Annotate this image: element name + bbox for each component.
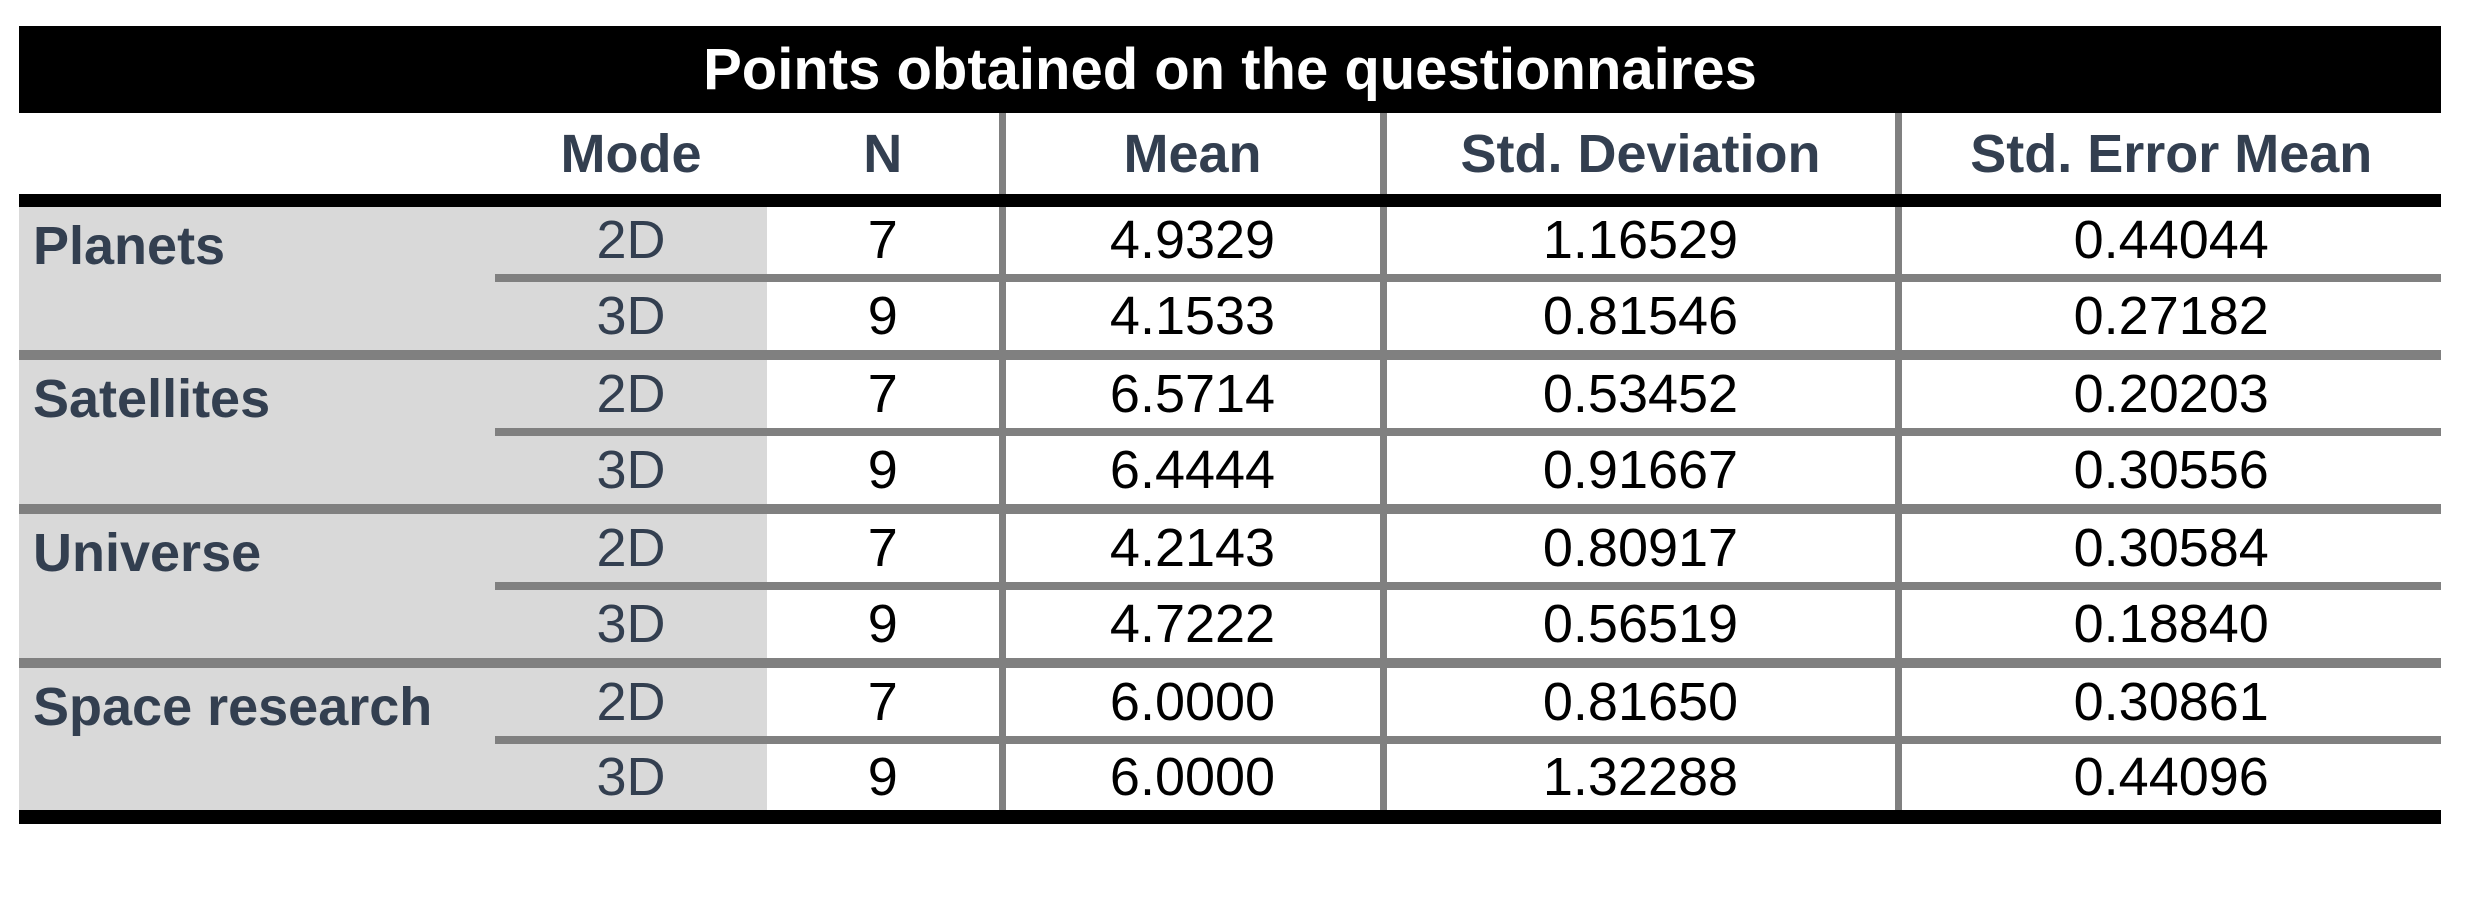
cell-mode: 2D bbox=[495, 200, 767, 282]
table-header-row: Mode N Mean Std. Deviation Std. Error Me… bbox=[19, 113, 2441, 207]
row-label-satellites: Satellites bbox=[19, 354, 495, 514]
table-row-satellites-2d: Satellites 2D 7 6.5714 0.53452 0.20203 bbox=[19, 354, 2441, 514]
cell-mode: 3D bbox=[495, 739, 767, 824]
table-title-row: Points obtained on the questionnaires bbox=[19, 26, 2441, 113]
table-row-planets-2d: Planets 2D 7 4.9329 1.16529 0.44044 bbox=[19, 200, 2441, 360]
col-header-std-error-mean: Std. Error Mean bbox=[1894, 113, 2441, 207]
cell-std-error-mean: 0.30861 bbox=[1894, 662, 2441, 744]
cell-mean: 6.0000 bbox=[998, 662, 1383, 744]
cell-mode: 2D bbox=[495, 354, 767, 436]
cell-mode: 3D bbox=[495, 431, 767, 514]
table-title: Points obtained on the questionnaires bbox=[19, 26, 2441, 113]
table-row-universe-3d: 3D 9 4.7222 0.56519 0.18840 bbox=[19, 585, 2441, 668]
cell-mean: 6.5714 bbox=[998, 354, 1383, 436]
cell-std-error-mean: 0.20203 bbox=[1894, 354, 2441, 436]
cell-mode: 2D bbox=[495, 662, 767, 744]
cell-mean: 4.9329 bbox=[998, 200, 1383, 282]
cell-n: 7 bbox=[767, 354, 1002, 436]
col-header-n: N bbox=[767, 113, 1002, 207]
cell-mean: 4.7222 bbox=[998, 585, 1383, 668]
cell-n: 7 bbox=[767, 508, 1002, 590]
row-label-universe: Universe bbox=[19, 508, 495, 668]
cell-mode: 3D bbox=[495, 585, 767, 668]
cell-std-deviation: 1.16529 bbox=[1379, 200, 1898, 282]
cell-n: 9 bbox=[767, 585, 1002, 668]
cell-std-deviation: 0.53452 bbox=[1379, 354, 1898, 436]
cell-mode: 2D bbox=[495, 508, 767, 590]
col-header-std-deviation: Std. Deviation bbox=[1379, 113, 1898, 207]
table-row-space-research-2d: Space research 2D 7 6.0000 0.81650 0.308… bbox=[19, 662, 2441, 824]
cell-n: 9 bbox=[767, 277, 1002, 360]
table-row-universe-2d: Universe 2D 7 4.2143 0.80917 0.30584 bbox=[19, 508, 2441, 668]
table-row-satellites-3d: 3D 9 6.4444 0.91667 0.30556 bbox=[19, 431, 2441, 514]
cell-mean: 4.2143 bbox=[998, 508, 1383, 590]
col-header-mode: Mode bbox=[495, 113, 767, 207]
cell-std-error-mean: 0.30584 bbox=[1894, 508, 2441, 590]
cell-mode: 3D bbox=[495, 277, 767, 360]
cell-std-error-mean: 0.30556 bbox=[1894, 431, 2441, 514]
table-row-space-research-3d: 3D 9 6.0000 1.32288 0.44096 bbox=[19, 739, 2441, 824]
cell-std-deviation: 0.80917 bbox=[1379, 508, 1898, 590]
cell-std-error-mean: 0.18840 bbox=[1894, 585, 2441, 668]
cell-n: 7 bbox=[767, 200, 1002, 282]
group-statistics-table: Points obtained on the questionnaires Mo… bbox=[19, 26, 2441, 824]
cell-std-deviation: 0.91667 bbox=[1379, 431, 1898, 514]
cell-std-deviation: 0.56519 bbox=[1379, 585, 1898, 668]
cell-std-deviation: 1.32288 bbox=[1379, 739, 1898, 824]
cell-mean: 4.1533 bbox=[998, 277, 1383, 360]
cell-std-error-mean: 0.44096 bbox=[1894, 739, 2441, 824]
cell-std-deviation: 0.81546 bbox=[1379, 277, 1898, 360]
row-label-planets: Planets bbox=[19, 200, 495, 360]
cell-std-error-mean: 0.27182 bbox=[1894, 277, 2441, 360]
cell-n: 9 bbox=[767, 431, 1002, 514]
table-row-planets-3d: 3D 9 4.1533 0.81546 0.27182 bbox=[19, 277, 2441, 360]
cell-mean: 6.4444 bbox=[998, 431, 1383, 514]
cell-mean: 6.0000 bbox=[998, 739, 1383, 824]
cell-std-error-mean: 0.44044 bbox=[1894, 200, 2441, 282]
cell-n: 9 bbox=[767, 739, 1002, 824]
col-header-mean: Mean bbox=[998, 113, 1383, 207]
cell-n: 7 bbox=[767, 662, 1002, 744]
row-label-space-research: Space research bbox=[19, 662, 495, 824]
col-header-blank bbox=[19, 113, 495, 207]
cell-std-deviation: 0.81650 bbox=[1379, 662, 1898, 744]
